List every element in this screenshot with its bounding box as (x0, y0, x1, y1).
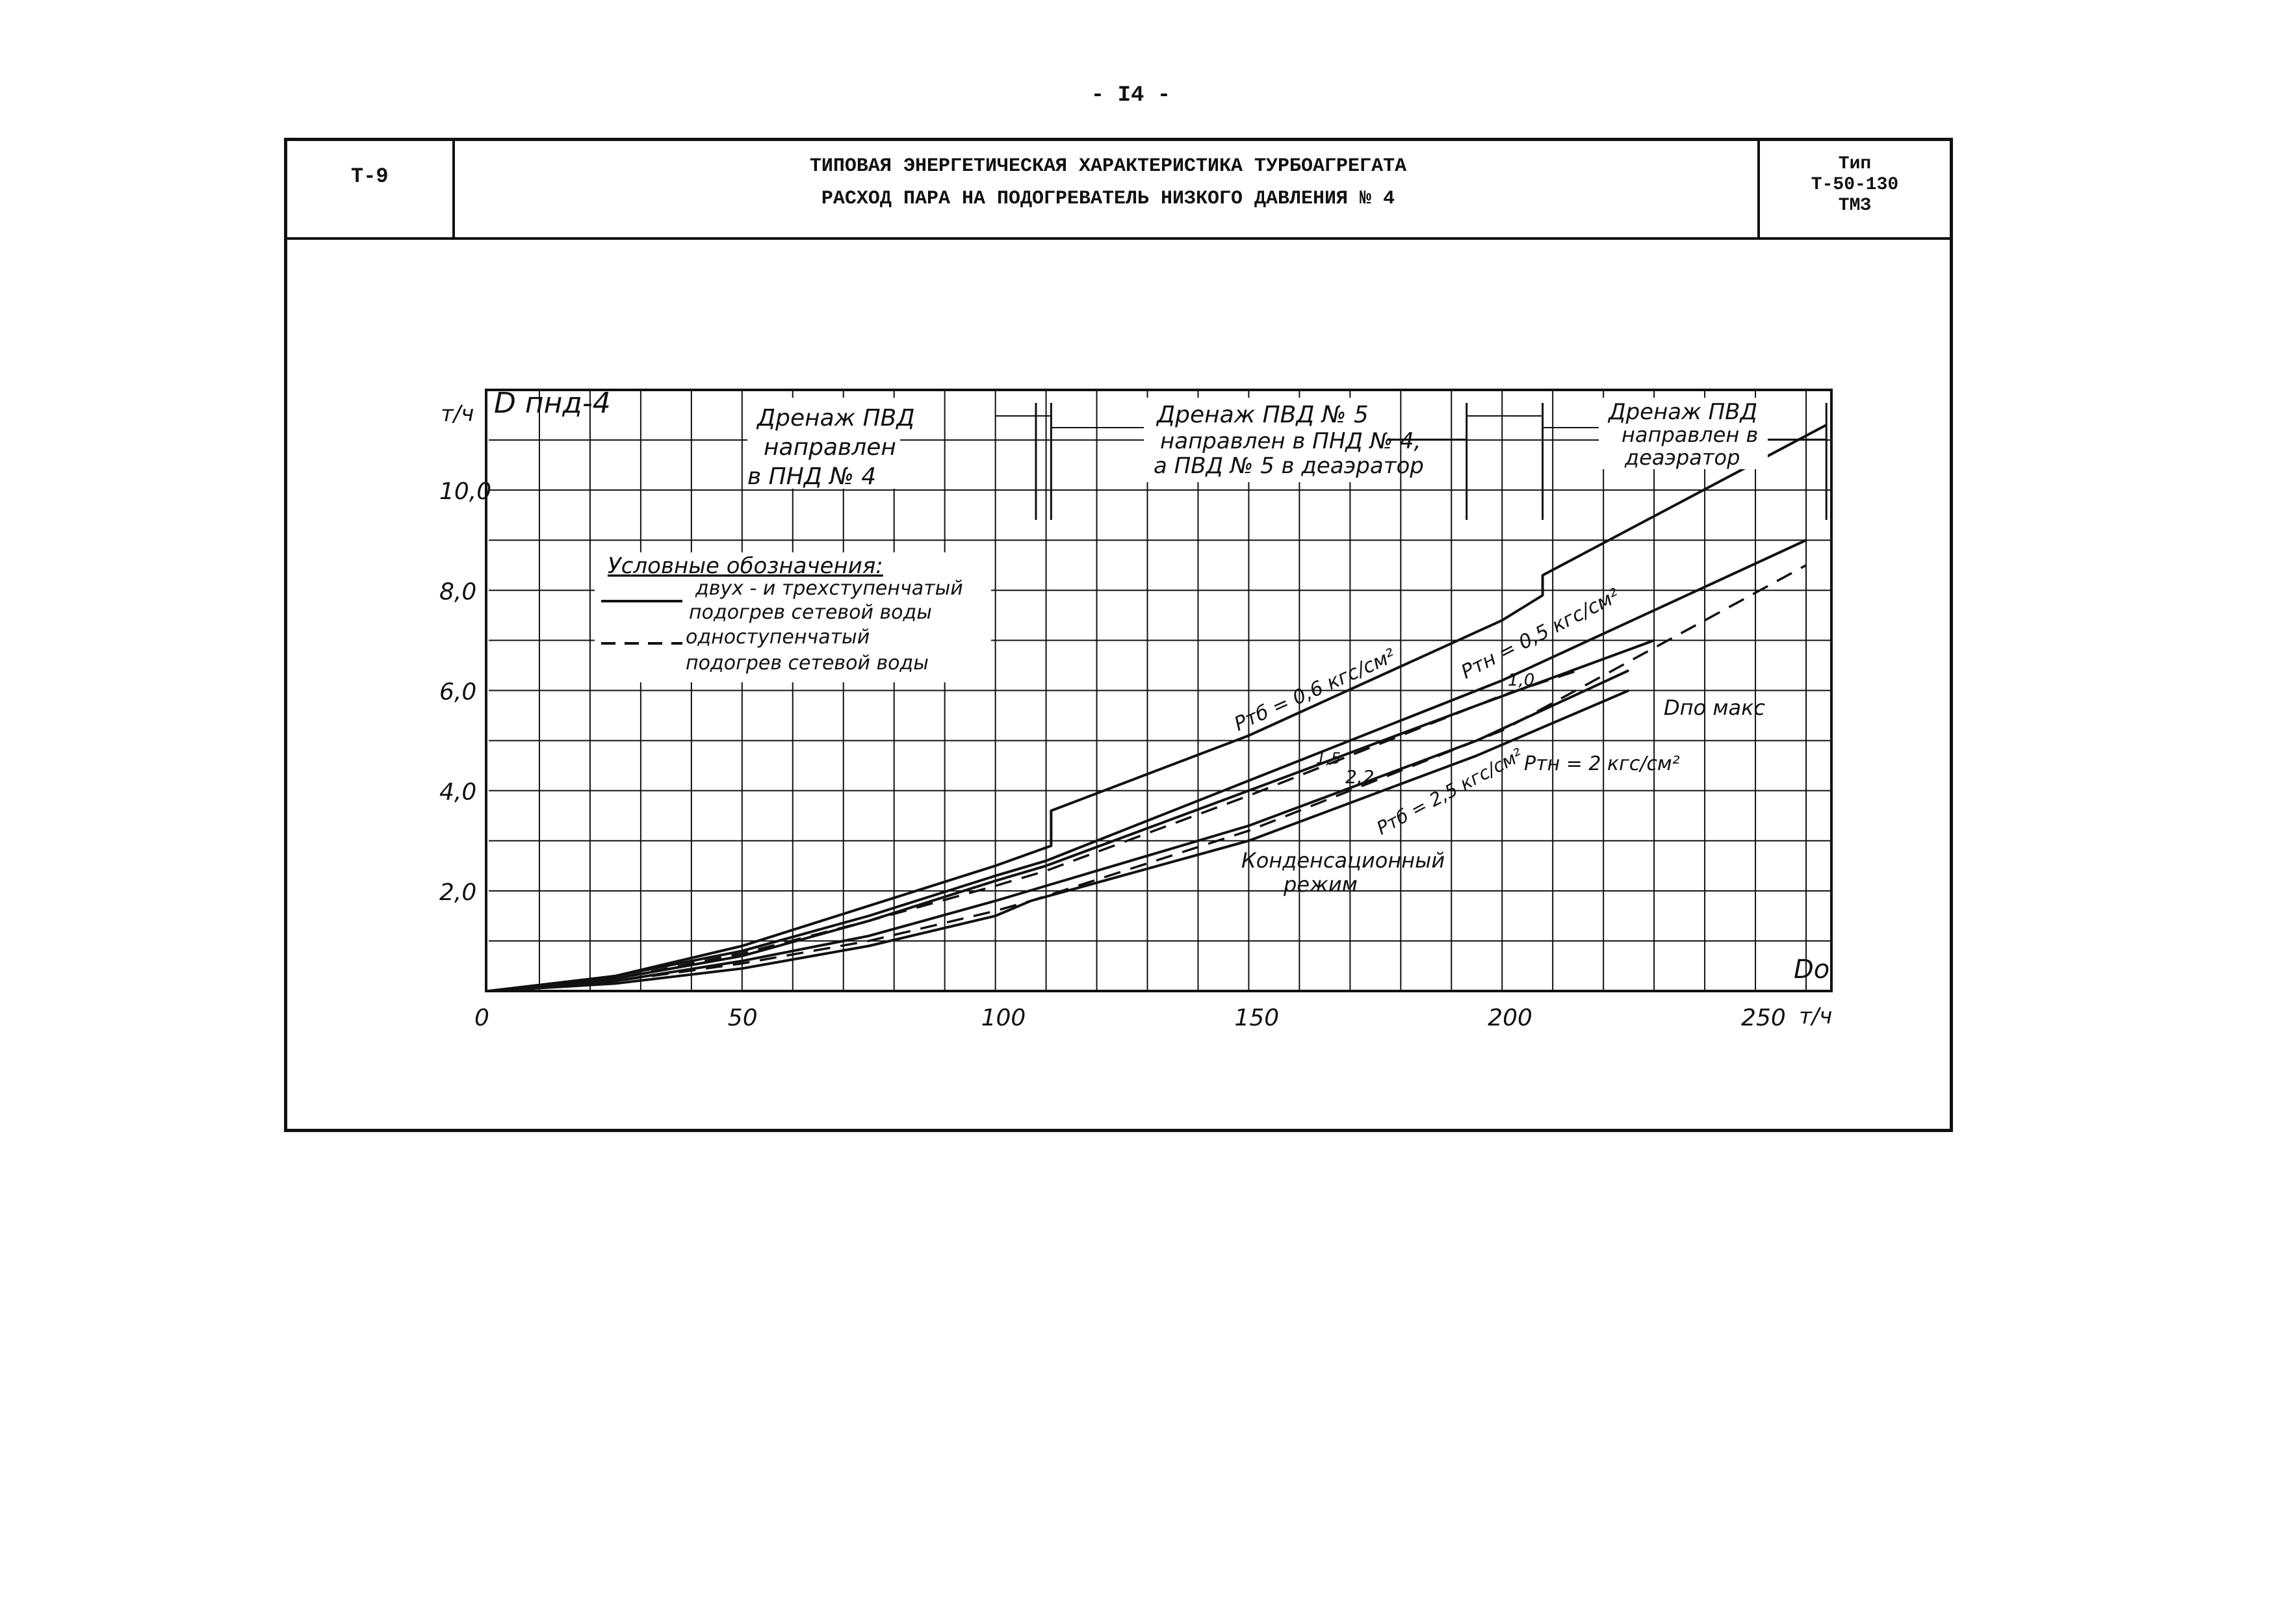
axis-labels: 0 50 100 150 200 250 2,0 4,0 6,0 8,0 10,0 (439, 478, 1786, 1031)
svg-text:направлен: направлен (764, 434, 896, 461)
sheet-code: Т-9 (351, 164, 389, 188)
zone-label-3: Дренаж ПВД направлен в деаэратор (1599, 398, 1768, 470)
annotation-ptn-05: Pтн = 0,5 кгс/см² (1458, 584, 1623, 684)
series-line-1 (488, 424, 1828, 992)
series-line-5 (488, 689, 1629, 992)
annotation-dpo-max: Dпо макс (1664, 695, 1765, 720)
x-axis-title: Dо (1794, 955, 1829, 985)
y-unit-label: т/ч (441, 401, 474, 427)
title-block: Т-9 ТИПОВАЯ ЭНЕРГЕТИЧЕСКАЯ ХАРАКТЕРИСТИК… (287, 141, 1950, 240)
zone-label-2: Дренаж ПВД № 5 направлен в ПНД № 4, а ПВ… (1144, 398, 1424, 482)
annotation-ptb-25: Pтб = 2,5 кгс/см² (1373, 744, 1527, 839)
svg-text:Дренаж ПВД: Дренаж ПВД (756, 405, 915, 432)
title-line-2: РАСХОД ПАРА НА ПОДОГРЕВАТЕЛЬ НИЗКОГО ДАВ… (821, 188, 1395, 210)
x-tick-label: 200 (1488, 1005, 1532, 1031)
svg-text:а ПВД № 5 в деаэратор: а ПВД № 5 в деаэратор (1154, 453, 1424, 479)
type-label: Тип (1838, 154, 1872, 174)
page-number: - I4 - (1091, 83, 1171, 108)
annotation-1-5: 1,5 (1316, 749, 1341, 767)
series-line-6 (488, 669, 1579, 992)
annotation-condensing-2: режим (1283, 872, 1358, 897)
type-cell: Тип Т-50-130 ТМЗ (1757, 141, 1950, 237)
y-tick-label: 8,0 (439, 578, 476, 605)
y-axis-title: D пнд-4 (494, 387, 611, 420)
type-model: Т-50-130 (1811, 175, 1899, 195)
x-tick-label: 150 (1234, 1005, 1279, 1031)
title-cell: ТИПОВАЯ ЭНЕРГЕТИЧЕСКАЯ ХАРАКТЕРИСТИКА ТУ… (455, 141, 1761, 237)
title-line-1: ТИПОВАЯ ЭНЕРГЕТИЧЕСКАЯ ХАРАКТЕРИСТИКА ТУ… (809, 155, 1407, 177)
svg-text:деаэратор: деаэратор (1624, 445, 1740, 470)
svg-text:Дренаж ПВД № 5: Дренаж ПВД № 5 (1156, 402, 1369, 428)
plot-border (485, 389, 1833, 992)
annotation-1-0: 1,0 (1508, 671, 1534, 690)
y-tick-label: 2,0 (439, 879, 476, 906)
type-plant: ТМЗ (1838, 196, 1872, 216)
y-tick-label: 6,0 (439, 679, 476, 706)
legend-dashed-line1: одноступенчатый (686, 626, 870, 649)
series-line-7 (488, 564, 1807, 992)
series-group (488, 424, 1828, 992)
svg-text:в ПНД № 4: в ПНД № 4 (747, 463, 876, 490)
legend-solid-line1: двух - и трехступенчатый (695, 577, 963, 600)
x-unit-label: т/ч (1799, 1003, 1832, 1029)
series-line-2 (488, 539, 1807, 992)
x-tick-label: 50 (728, 1005, 758, 1031)
annotation-ptn-2: Pтн = 2 кгс/см² (1524, 753, 1680, 775)
sheet-code-cell: Т-9 (287, 141, 455, 237)
y-tick-label: 10,0 (439, 478, 491, 505)
legend: Условные обозначения: двух - и трехступе… (595, 552, 991, 682)
legend-title: Условные обозначения: (608, 553, 883, 579)
legend-dashed-line2: подогрев сетевой воды (686, 652, 929, 675)
x-tick-label: 250 (1741, 1005, 1786, 1031)
series-line-4 (488, 669, 1629, 992)
svg-text:направлен в ПНД № 4,: направлен в ПНД № 4, (1160, 428, 1421, 454)
annotation-condensing-1: Конденсационный (1241, 848, 1445, 873)
x-tick-label: 100 (981, 1005, 1026, 1031)
x-tick-label: 0 (474, 1005, 489, 1031)
y-tick-label: 4,0 (439, 779, 476, 806)
zone-label-1: Дренаж ПВД направлен в ПНД № 4 (747, 398, 915, 490)
legend-solid-line2: подогрев сетевой воды (689, 601, 932, 624)
svg-text:Дренаж ПВД: Дренаж ПВД (1607, 399, 1757, 425)
drawing-frame: Т-9 ТИПОВАЯ ЭНЕРГЕТИЧЕСКАЯ ХАРАКТЕРИСТИК… (284, 138, 1953, 1132)
svg-text:направлен в: направлен в (1622, 422, 1758, 447)
series-line-3 (488, 639, 1655, 992)
annotation-2-2: 2,2 (1345, 766, 1375, 788)
